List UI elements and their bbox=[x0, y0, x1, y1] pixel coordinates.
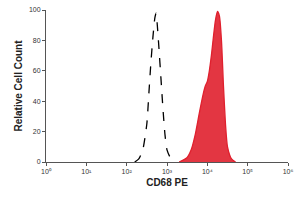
svg-text:20: 20 bbox=[33, 128, 41, 135]
svg-text:40: 40 bbox=[33, 98, 41, 105]
svg-text:CD68 PE: CD68 PE bbox=[146, 177, 188, 188]
svg-text:10⁵: 10⁵ bbox=[242, 168, 253, 175]
svg-text:60: 60 bbox=[33, 67, 41, 74]
svg-text:10²: 10² bbox=[122, 168, 133, 175]
svg-text:100: 100 bbox=[29, 6, 41, 13]
svg-text:10⁶: 10⁶ bbox=[283, 168, 294, 175]
svg-text:10⁰: 10⁰ bbox=[41, 168, 52, 175]
svg-text:80: 80 bbox=[33, 37, 41, 44]
svg-text:Relative Cell Count: Relative Cell Count bbox=[13, 40, 24, 132]
svg-text:10³: 10³ bbox=[162, 168, 173, 175]
svg-text:10¹: 10¹ bbox=[81, 168, 92, 175]
svg-text:10⁴: 10⁴ bbox=[202, 168, 213, 175]
svg-text:0: 0 bbox=[37, 158, 41, 165]
